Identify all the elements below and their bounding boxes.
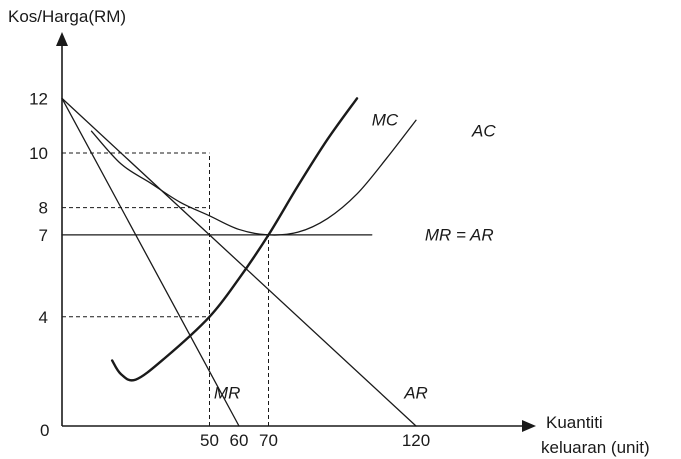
x-tick-label: 120 <box>402 431 430 450</box>
y-tick-label: 8 <box>39 199 48 218</box>
y-axis-label: Kos/Harga(RM) <box>8 7 126 26</box>
origin-label: 0 <box>40 421 49 440</box>
series-line-ar <box>61 97 417 427</box>
series-line-mr <box>61 97 240 427</box>
y-tick-label: 10 <box>29 144 48 163</box>
y-tick-label: 4 <box>39 308 48 327</box>
series-line-ac <box>90 119 417 236</box>
y-axis-arrow-icon <box>56 32 68 46</box>
series-label-mr: MR <box>214 384 240 403</box>
y-tick-label: 12 <box>29 89 48 108</box>
x-axis-label-line-2: keluaran (unit) <box>541 438 650 457</box>
series-label-mr-ar: MR = AR <box>425 225 494 244</box>
y-tick-label: 7 <box>39 226 48 245</box>
series-label-ac: AC <box>471 122 496 141</box>
series-label-mc: MC <box>372 111 399 130</box>
x-tick-label: 70 <box>259 431 278 450</box>
series-label-ar: AR <box>403 384 428 403</box>
x-tick-label: 60 <box>230 431 249 450</box>
x-axis-arrow-icon <box>522 420 536 432</box>
x-axis-label-line-1: Kuantiti <box>546 413 603 432</box>
x-tick-label: 50 <box>200 431 219 450</box>
series-line-mc <box>110 97 359 382</box>
